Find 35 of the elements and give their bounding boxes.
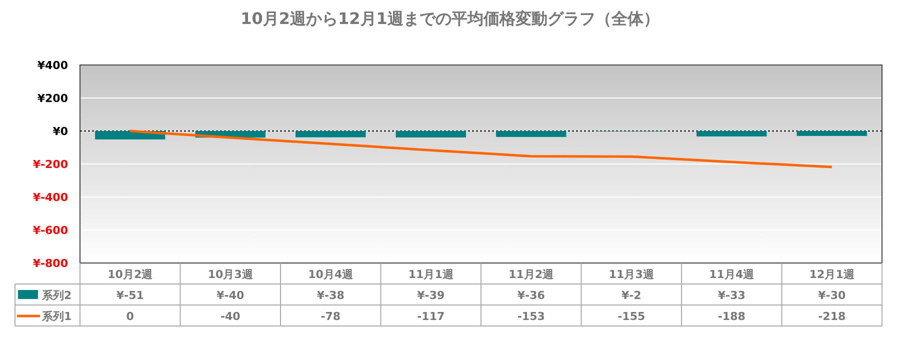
legend-label: 系列1 [41,310,72,323]
data-label: ¥-38 [316,289,344,302]
chart-title: 10月2週から12月1週までの平均価格変動グラフ（全体） [240,9,660,28]
data-label: ¥-33 [718,289,746,302]
data-label: -153 [517,310,545,323]
data-label: ¥-40 [216,289,244,302]
legend-label: 系列2 [41,289,72,302]
data-label: -218 [818,310,846,323]
data-label: ¥-51 [116,289,144,302]
data-label: -188 [718,310,746,323]
x-tick-label: 12月1週 [809,268,856,281]
x-tick-label: 11月4週 [709,268,756,281]
y-tick-label: ¥-400 [32,191,68,204]
y-tick-label: ¥0 [52,125,68,138]
data-label: -117 [417,310,445,323]
x-tick-label: 10月4週 [308,268,354,281]
y-tick-label: ¥-600 [32,224,68,237]
line-series [128,130,834,168]
data-label: ¥-39 [417,289,445,302]
y-tick-label: ¥-800 [32,257,68,270]
data-label: -40 [220,310,241,323]
y-tick-label: ¥-200 [32,158,68,171]
data-label: 0 [126,310,134,323]
data-label: ¥-36 [517,289,546,302]
x-tick-label: 11月2週 [508,268,555,281]
x-tick-label: 10月2週 [108,268,154,281]
x-tick-label: 10月3週 [208,268,254,281]
data-label: ¥-2 [621,289,642,302]
data-label: -78 [320,310,341,323]
y-tick-label: ¥200 [37,92,68,105]
x-tick-label: 11月1週 [408,268,454,281]
data-label: ¥-30 [818,289,846,302]
y-tick-label: ¥400 [37,59,68,72]
x-tick-label: 11月3週 [608,268,655,281]
data-label: -155 [618,310,646,323]
